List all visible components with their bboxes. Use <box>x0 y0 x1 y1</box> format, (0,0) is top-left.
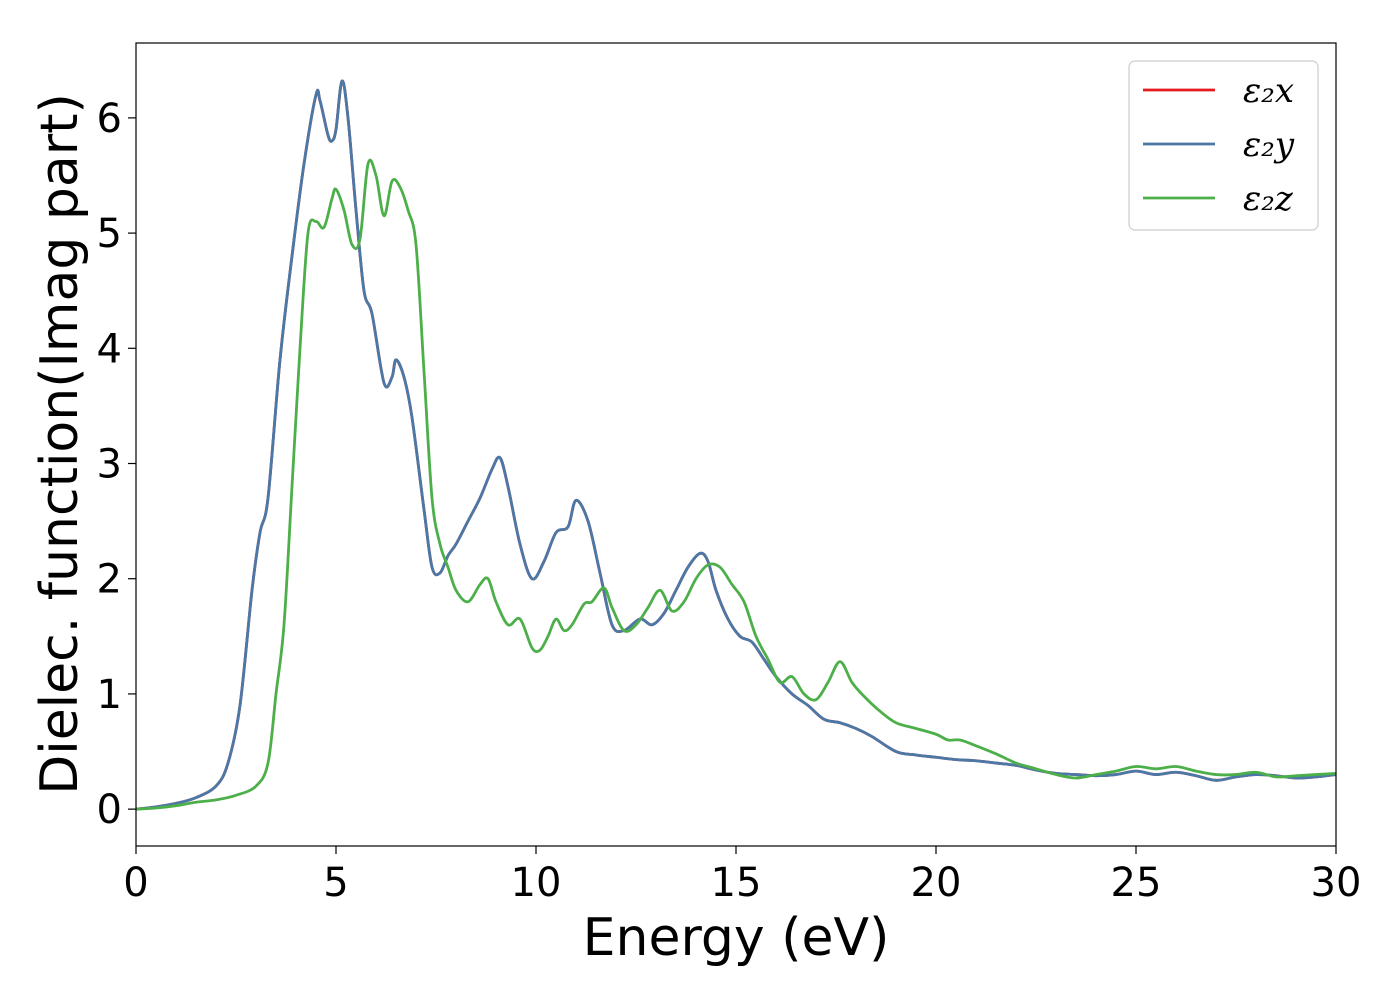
x-tick-label: 25 <box>1111 860 1162 906</box>
y-tick-label: 4 <box>97 326 122 372</box>
y-tick-label: 1 <box>97 672 122 718</box>
legend-box <box>1128 60 1319 231</box>
series-line-3 <box>136 158 1336 811</box>
legend-label-3: ε₂z <box>1243 179 1294 219</box>
x-tick-label: 30 <box>1311 860 1362 906</box>
x-tick-label: 20 <box>911 860 962 906</box>
legend-label-1: ε₂x <box>1243 71 1294 111</box>
y-tick-label: 3 <box>97 442 122 488</box>
y-tick-label: 0 <box>97 787 122 833</box>
x-axis-ticks: 0 5 10 15 20 25 30 <box>123 846 1361 906</box>
y-axis-label: Dielec. function(Imag part) <box>30 93 90 795</box>
y-axis-ticks: 0 1 2 3 4 5 6 <box>97 96 136 833</box>
x-tick-label: 10 <box>511 860 562 906</box>
legend-items: ε₂x ε₂y ε₂z <box>1143 71 1295 219</box>
x-tick-label: 15 <box>711 860 762 906</box>
y-tick-label: 6 <box>97 96 122 142</box>
x-tick-label: 0 <box>123 860 148 906</box>
y-tick-label: 5 <box>97 211 122 257</box>
x-axis-label: Energy (eV) <box>583 908 890 968</box>
series-layer <box>136 79 1336 811</box>
x-tick-label: 5 <box>323 860 348 906</box>
y-tick-label: 2 <box>97 557 122 603</box>
legend-label-2: ε₂y <box>1243 125 1295 165</box>
legend: ε₂x ε₂y ε₂z <box>1128 60 1319 231</box>
